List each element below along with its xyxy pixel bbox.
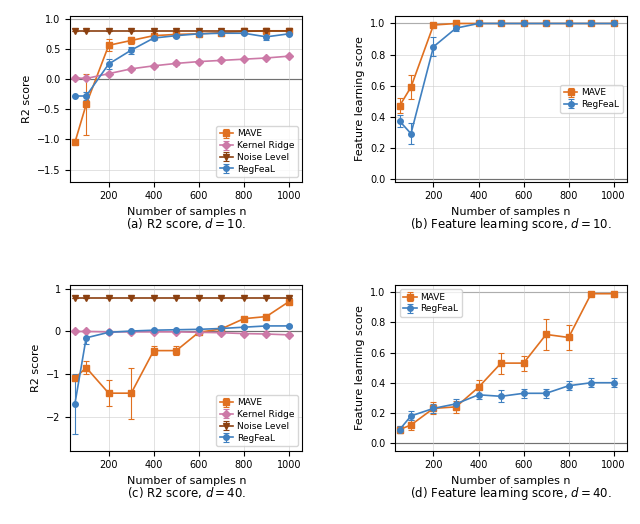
Legend: MAVE, RegFeaL: MAVE, RegFeaL — [400, 289, 462, 317]
Legend: MAVE, Kernel Ridge, Noise Level, RegFeaL: MAVE, Kernel Ridge, Noise Level, RegFeaL — [216, 126, 298, 177]
Text: (b) Feature learning score, $d = 10$.: (b) Feature learning score, $d = 10$. — [410, 216, 612, 233]
X-axis label: Number of samples n: Number of samples n — [127, 476, 246, 486]
Legend: MAVE, Kernel Ridge, Noise Level, RegFeaL: MAVE, Kernel Ridge, Noise Level, RegFeaL — [216, 395, 298, 446]
X-axis label: Number of samples n: Number of samples n — [451, 476, 571, 486]
Y-axis label: R2 score: R2 score — [22, 74, 31, 123]
Y-axis label: R2 score: R2 score — [31, 344, 41, 392]
Text: (c) R2 score, $d = 40$.: (c) R2 score, $d = 40$. — [127, 485, 246, 500]
X-axis label: Number of samples n: Number of samples n — [451, 207, 571, 217]
X-axis label: Number of samples n: Number of samples n — [127, 207, 246, 217]
Y-axis label: Feature learning score: Feature learning score — [355, 305, 365, 430]
Text: (d) Feature learning score, $d = 40$.: (d) Feature learning score, $d = 40$. — [410, 485, 612, 501]
Y-axis label: Feature learning score: Feature learning score — [355, 36, 365, 161]
Legend: MAVE, RegFeaL: MAVE, RegFeaL — [560, 85, 623, 113]
Text: (a) R2 score, $d = 10$.: (a) R2 score, $d = 10$. — [126, 216, 246, 231]
